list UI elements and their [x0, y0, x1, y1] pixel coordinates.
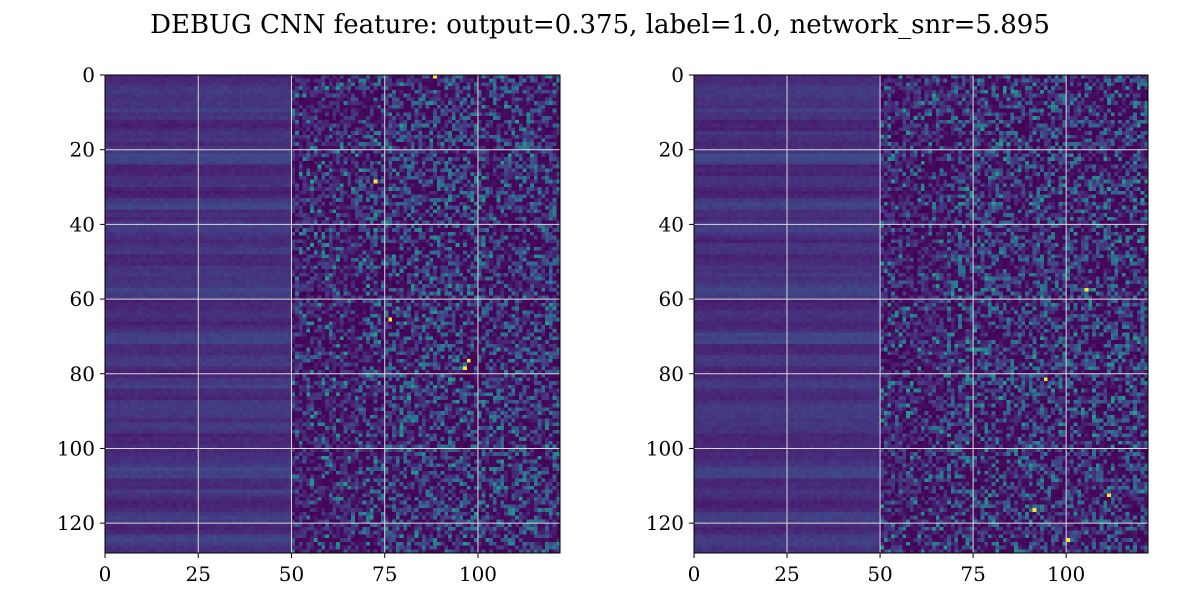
figure-title: DEBUG CNN feature: output=0.375, label=1…: [150, 10, 1050, 40]
left-plot-frame: [104, 74, 561, 554]
right-heatmap-cells: [694, 75, 1148, 553]
right-x-tick-label: 0: [688, 562, 701, 586]
right-x-tick-label: 50: [867, 562, 892, 586]
right-y-tick-label: 100: [646, 436, 684, 460]
right-y-tick-label: 80: [659, 362, 684, 386]
right-x-tick-label: 75: [960, 562, 985, 586]
left-heatmap-cells: [105, 75, 560, 553]
left-y-tick-label: 0: [82, 63, 95, 87]
left-x-tick-label: 0: [99, 562, 112, 586]
right-heatmap-panel: 0 25 50 75 100 0 20 40 60 80 100 120: [646, 63, 1149, 586]
left-y-tick-label: 40: [70, 212, 95, 236]
left-x-tick-label: 50: [279, 562, 304, 586]
left-x-tick-label: 25: [186, 562, 211, 586]
left-y-tick-label: 80: [70, 362, 95, 386]
left-y-tick-label: 20: [70, 138, 95, 162]
left-y-tick-label: 100: [57, 436, 95, 460]
right-x-tick-label: 25: [774, 562, 799, 586]
left-x-tick-label: 75: [372, 562, 397, 586]
right-y-tick-label: 40: [659, 212, 684, 236]
right-x-tick-label: 100: [1047, 562, 1085, 586]
left-x-tick-label: 100: [459, 562, 497, 586]
right-plot-frame: [693, 74, 1149, 554]
right-y-tick-label: 0: [671, 63, 684, 87]
right-y-tick-label: 20: [659, 138, 684, 162]
left-heatmap-panel: 0 25 50 75 100 0 20 40 60 80 100 120: [57, 63, 561, 586]
left-y-tick-label: 60: [70, 287, 95, 311]
right-y-tick-label: 120: [646, 511, 684, 535]
right-y-tick-label: 60: [659, 287, 684, 311]
left-y-tick-label: 120: [57, 511, 95, 535]
